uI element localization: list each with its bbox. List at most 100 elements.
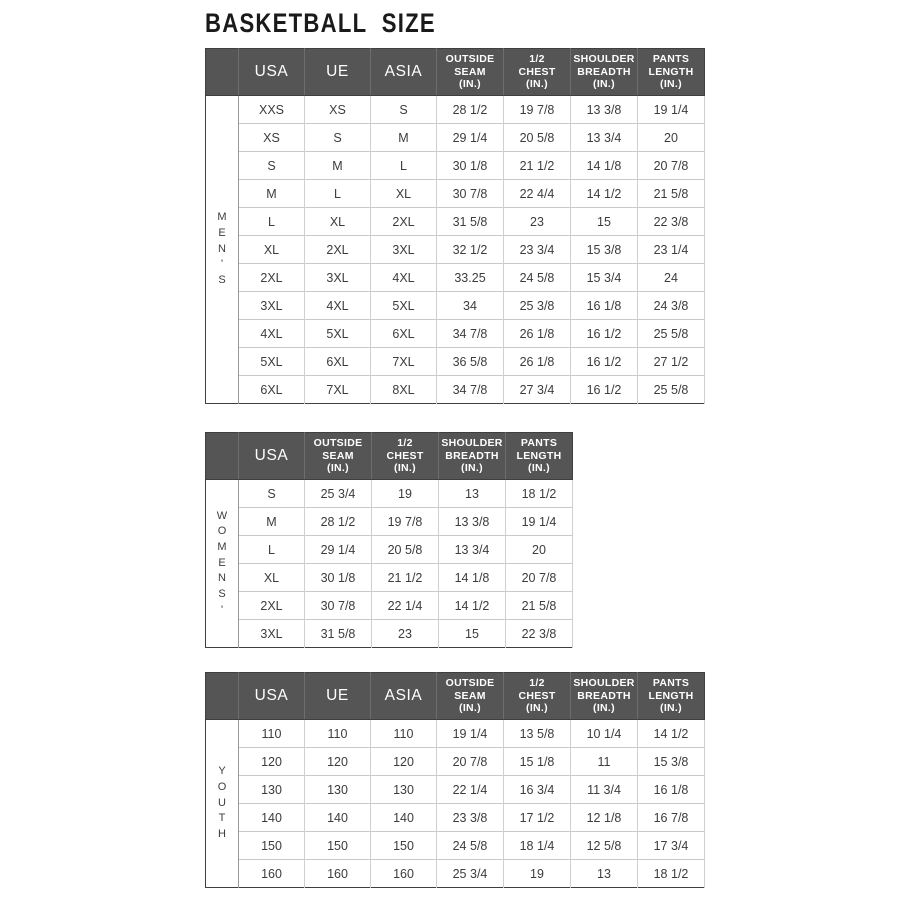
column-header: 1/2 CHEST (IN.)	[371, 432, 439, 480]
measurement-cell: 11 3/4	[570, 775, 638, 804]
size-cell-primary: S	[238, 479, 305, 508]
table-row: XS S M 29 1/4 20 5/8 13 3/4 20	[206, 123, 705, 152]
measurement-cell: 15 1/8	[503, 747, 571, 776]
measurement-cell: 13	[438, 479, 506, 508]
measurement-cell: 23 3/8	[436, 803, 504, 832]
youth-table: USA UE ASIA OUTSIDE SEAM (IN.) 1/2 CHEST (IN.) SH…	[205, 672, 705, 888]
measurement-cell: 24 5/8	[436, 831, 504, 860]
measurement-cell: 140	[304, 803, 371, 832]
column-header: PANTS LENGTH (IN.)	[637, 48, 705, 96]
measurement-cell: 22 3/8	[505, 619, 573, 648]
measurement-cell: 14 1/8	[438, 563, 506, 592]
column-header: UE	[304, 672, 371, 720]
measurement-cell: 29 1/4	[436, 123, 504, 152]
group-label-header	[205, 672, 239, 720]
table-row: S M L 30 1/8 21 1/2 14 1/8 20 7/8	[206, 151, 705, 180]
column-header: PANTS LENGTH (IN.)	[505, 432, 573, 480]
measurement-cell: 34	[436, 291, 504, 320]
group-label-header	[205, 432, 239, 480]
measurement-cell: 13	[570, 859, 638, 888]
measurement-cell: 150	[304, 831, 371, 860]
womens-size-chart: USA OUTSIDE SEAM (IN.) 1/2 CHEST (IN.) SHOULDER…	[205, 432, 573, 648]
measurement-cell: 120	[304, 747, 371, 776]
column-header: OUTSIDE SEAM (IN.)	[304, 432, 372, 480]
measurement-cell: 20 7/8	[637, 151, 705, 180]
size-cell-primary: M	[238, 507, 305, 536]
size-cell-primary: 160	[238, 859, 305, 888]
measurement-cell: 13 3/8	[438, 507, 506, 536]
table-row: XL 2XL 3XL 32 1/2 23 3/4 15 3/8 23 1/4	[206, 235, 705, 264]
measurement-cell: 30 1/8	[436, 151, 504, 180]
measurement-cell: 19 7/8	[371, 507, 439, 536]
size-cell-primary: 120	[238, 747, 305, 776]
measurement-cell: 11	[570, 747, 638, 776]
measurement-cell: 16 1/2	[570, 319, 638, 348]
size-cell-primary: L	[238, 535, 305, 564]
measurement-cell: 8XL	[370, 375, 437, 404]
column-header: OUTSIDE SEAM (IN.)	[436, 48, 504, 96]
measurement-cell: 15	[438, 619, 506, 648]
measurement-cell: 150	[370, 831, 437, 860]
measurement-cell: 120	[370, 747, 437, 776]
measurement-cell: 24 3/8	[637, 291, 705, 320]
measurement-cell: 14 1/2	[570, 179, 638, 208]
measurement-cell: XL	[304, 207, 371, 236]
size-cell-primary: 2XL	[238, 263, 305, 292]
column-header: SHOULDER BREADTH (IN.)	[438, 432, 506, 480]
size-cell-primary: XL	[238, 563, 305, 592]
measurement-cell: 17 1/2	[503, 803, 571, 832]
measurement-cell: 21 5/8	[637, 179, 705, 208]
measurement-cell: 13 3/4	[438, 535, 506, 564]
measurement-cell: 13 5/8	[503, 719, 571, 748]
measurement-cell: 25 3/4	[436, 859, 504, 888]
mens-table: USA UE ASIA OUTSIDE SEAM (IN.) 1/2 CHEST (IN.) SH…	[205, 48, 705, 404]
measurement-cell: 21 1/2	[371, 563, 439, 592]
mens-size-chart: USA UE ASIA OUTSIDE SEAM (IN.) 1/2 CHEST (IN.) SH…	[205, 48, 705, 404]
column-header: ASIA	[370, 48, 437, 96]
measurement-cell: 6XL	[370, 319, 437, 348]
size-cell-primary: 5XL	[238, 347, 305, 376]
column-header: UE	[304, 48, 371, 96]
measurement-cell: 130	[304, 775, 371, 804]
size-cell-primary: 3XL	[238, 619, 305, 648]
table-row: 4XL 5XL 6XL 34 7/8 26 1/8 16 1/2 25 5/8	[206, 319, 705, 348]
measurement-cell: 27 1/2	[637, 347, 705, 376]
measurement-cell: 29 1/4	[304, 535, 372, 564]
measurement-cell: 33.25	[436, 263, 504, 292]
measurement-cell: 7XL	[370, 347, 437, 376]
measurement-cell: 21 5/8	[505, 591, 573, 620]
measurement-cell: 19	[503, 859, 571, 888]
table-header-row: USA OUTSIDE SEAM (IN.) 1/2 CHEST (IN.) SHOULDER…	[205, 432, 573, 480]
measurement-cell: 32 1/2	[436, 235, 504, 264]
measurement-cell: 22 1/4	[371, 591, 439, 620]
table-row: 120 120 120 20 7/8 15 1/8 11 15 3/8	[206, 747, 705, 776]
group-label-youth: Y O U T H	[205, 719, 239, 888]
measurement-cell: 23	[371, 619, 439, 648]
group-label-mens: M E N ' S	[205, 95, 239, 404]
womens-table: USA OUTSIDE SEAM (IN.) 1/2 CHEST (IN.) SHOULDER…	[205, 432, 573, 648]
column-header: OUTSIDE SEAM (IN.)	[436, 672, 504, 720]
measurement-cell: 28 1/2	[304, 507, 372, 536]
size-cell-primary: 4XL	[238, 319, 305, 348]
measurement-cell: 4XL	[370, 263, 437, 292]
column-header: 1/2 CHEST (IN.)	[503, 672, 571, 720]
measurement-cell: 2XL	[304, 235, 371, 264]
measurement-cell: 30 7/8	[304, 591, 372, 620]
measurement-cell: 23	[503, 207, 571, 236]
column-header: 1/2 CHEST (IN.)	[503, 48, 571, 96]
measurement-cell: 16 1/8	[637, 775, 705, 804]
measurement-cell: 15	[570, 207, 638, 236]
measurement-cell: 110	[370, 719, 437, 748]
measurement-cell: 20	[505, 535, 573, 564]
measurement-cell: 19 1/4	[637, 95, 705, 124]
column-header: USA	[238, 672, 305, 720]
measurement-cell: 14 1/8	[570, 151, 638, 180]
measurement-cell: 23 1/4	[637, 235, 705, 264]
measurement-cell: 20 7/8	[436, 747, 504, 776]
measurement-cell: 3XL	[304, 263, 371, 292]
measurement-cell: 25 5/8	[637, 375, 705, 404]
table-row: M E N ' S XXS XS S 28 1/2 19 7/8 13 3/8 19 1/4	[205, 95, 705, 404]
table-row: 140 140 140 23 3/8 17 1/2 12 1/8 16 7/8	[206, 803, 705, 832]
measurement-cell: 24 5/8	[503, 263, 571, 292]
measurement-cell: S	[304, 123, 371, 152]
